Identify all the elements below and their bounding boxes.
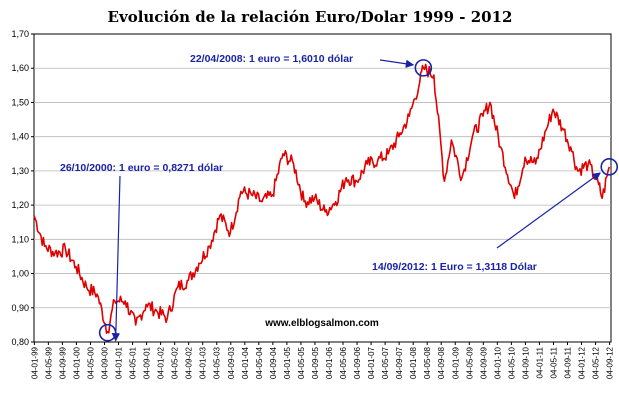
y-tick-label: 1,60 [11, 63, 29, 73]
x-tick-label: 04-09-04 [269, 346, 278, 379]
x-tick-label: 04-05-07 [381, 346, 390, 379]
x-tick-label: 04-05-06 [339, 346, 348, 379]
x-tick-label: 04-05-99 [44, 346, 53, 379]
x-tick-label: 04-01-03 [199, 346, 208, 379]
watermark-text: www.elblogsalmon.com [264, 318, 379, 329]
x-tick-label: 04-01-06 [325, 346, 334, 379]
y-tick-label: 0,90 [11, 303, 29, 313]
x-tick-label: 04-01-10 [493, 346, 502, 379]
y-tick-label: 1,50 [11, 97, 29, 107]
x-tick-label: 04-05-03 [213, 346, 222, 379]
y-tick-label: 1,20 [11, 200, 29, 210]
x-tick-label: 04-09-99 [58, 346, 67, 379]
x-tick-label: 04-01-02 [157, 346, 166, 379]
annotation-label: 14/09/2012: 1 Euro = 1,3118 Dólar [372, 261, 537, 273]
y-tick-label: 0,80 [11, 337, 29, 347]
annotation-circle [414, 59, 433, 77]
x-tick-label: 04-09-00 [100, 346, 109, 379]
x-tick-label: 04-09-01 [143, 346, 152, 379]
x-tick-label: 04-05-10 [507, 346, 516, 379]
x-tick-label: 04-05-05 [297, 346, 306, 379]
y-tick-label: 1,30 [11, 166, 29, 176]
x-tick-label: 04-09-06 [353, 346, 362, 379]
x-tick-label: 04-09-03 [227, 346, 236, 379]
annotation-arrow [496, 172, 601, 249]
x-tick-label: 04-09-11 [564, 346, 573, 378]
grid-layer [33, 33, 612, 343]
x-tick-label: 04-05-00 [86, 346, 95, 379]
x-tick-label: 04-01-08 [409, 346, 418, 379]
x-tick-label: 04-09-02 [185, 346, 194, 379]
annotation-label: 26/10/2000: 1 euro = 0,8271 dólar [60, 162, 223, 174]
x-tick-label: 04-05-01 [129, 346, 138, 379]
annotation-layer: 22/04/2008: 1 euro = 1,6010 dólar 26/10/2… [60, 53, 619, 342]
series-line [33, 63, 610, 334]
series-layer [33, 63, 610, 334]
x-tick-label: 04-05-11 [549, 346, 558, 378]
x-tick-label: 04-09-09 [479, 346, 488, 379]
x-tick-label: 04-01-12 [578, 346, 587, 379]
annotation-label: 22/04/2008: 1 euro = 1,6010 dólar [190, 53, 353, 65]
annotation-arrow [111, 175, 121, 342]
y-tick-label: 1,00 [11, 269, 29, 279]
x-tick-label: 04-05-04 [255, 346, 264, 379]
x-tick-label: 04-09-08 [437, 346, 446, 379]
x-tick-label: 04-01-99 [30, 346, 39, 379]
x-tick-label: 04-01-09 [451, 346, 460, 379]
y-tick-label: 1,70 [11, 29, 29, 39]
chart-title: Evolución de la relación Euro/Dolar 1999… [108, 8, 513, 26]
x-tick-label: 04-01-00 [72, 346, 81, 379]
y-tick-label: 1,10 [11, 234, 29, 244]
x-tick-label: 04-01-01 [115, 346, 124, 379]
x-tick-label: 04-01-05 [283, 346, 292, 379]
x-tick-label: 04-09-05 [311, 346, 320, 379]
annotation-arrow [379, 59, 415, 68]
y-tick-label: 1,40 [11, 132, 29, 142]
x-tick-label: 04-09-10 [521, 346, 530, 379]
x-tick-label: 04-09-07 [395, 346, 404, 379]
x-tick-label: 04-05-09 [465, 346, 474, 379]
annotation-circle [600, 158, 619, 176]
plot-area [33, 33, 612, 343]
x-tick-label: 04-09-12 [606, 346, 615, 379]
x-tick-label: 04-01-11 [535, 346, 544, 378]
x-tick-label: 04-01-07 [367, 346, 376, 379]
axis-layer: 0,80 0,90 1,00 1,10 1,20 1,30 1,40 1,50 1,60 1,70… [11, 29, 614, 379]
x-tick-label: 04-05-12 [592, 346, 601, 379]
x-tick-label: 04-01-04 [241, 346, 250, 379]
x-tick-label: 04-05-08 [423, 346, 432, 379]
x-tick-label: 04-05-02 [171, 346, 180, 379]
